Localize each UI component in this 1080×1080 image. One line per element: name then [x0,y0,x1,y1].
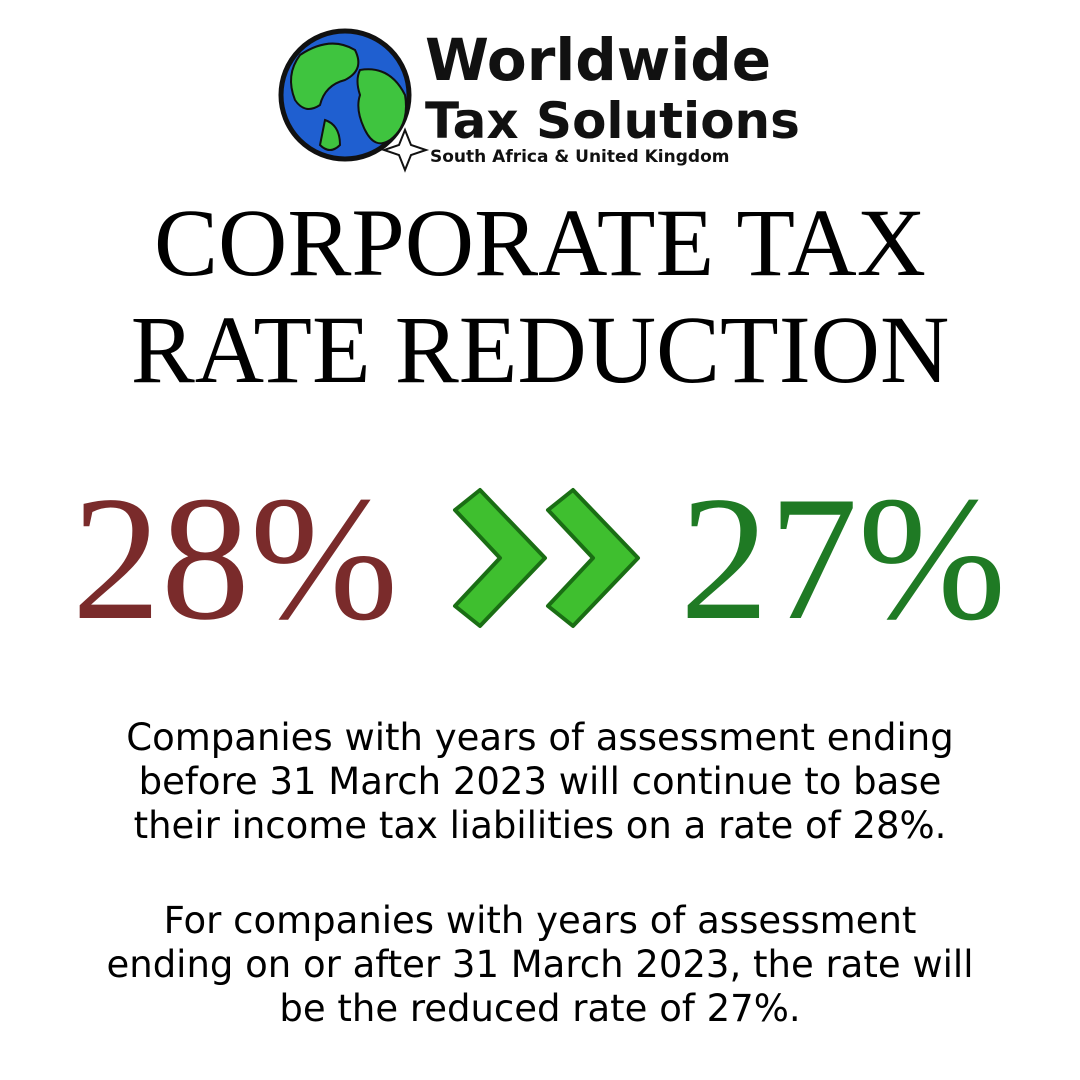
body-text: Companies with years of assessment endin… [106,716,973,1030]
body-line: before 31 March 2023 will continue to ba… [139,760,942,803]
headline: CORPORATE TAX [154,189,926,296]
body-line: be the reduced rate of 27%. [279,987,800,1030]
body-line: ending on or after 31 March 2023, the ra… [106,943,973,986]
arrow-icon [453,488,640,628]
new-rate: 27% [680,459,1006,657]
body-line: For companies with years of assessment [164,899,917,942]
body-line: their income tax liabilities on a rate o… [134,804,947,847]
body-line: Companies with years of assessment endin… [126,716,953,759]
old-rate: 28% [72,459,398,657]
logo-name: Worldwide [425,26,771,94]
logo-globe [278,28,430,173]
headline: RATE REDUCTION [131,296,950,403]
logo-tagline: South Africa & United Kingdom [430,147,729,167]
logo-name: Tax Solutions [425,92,800,150]
